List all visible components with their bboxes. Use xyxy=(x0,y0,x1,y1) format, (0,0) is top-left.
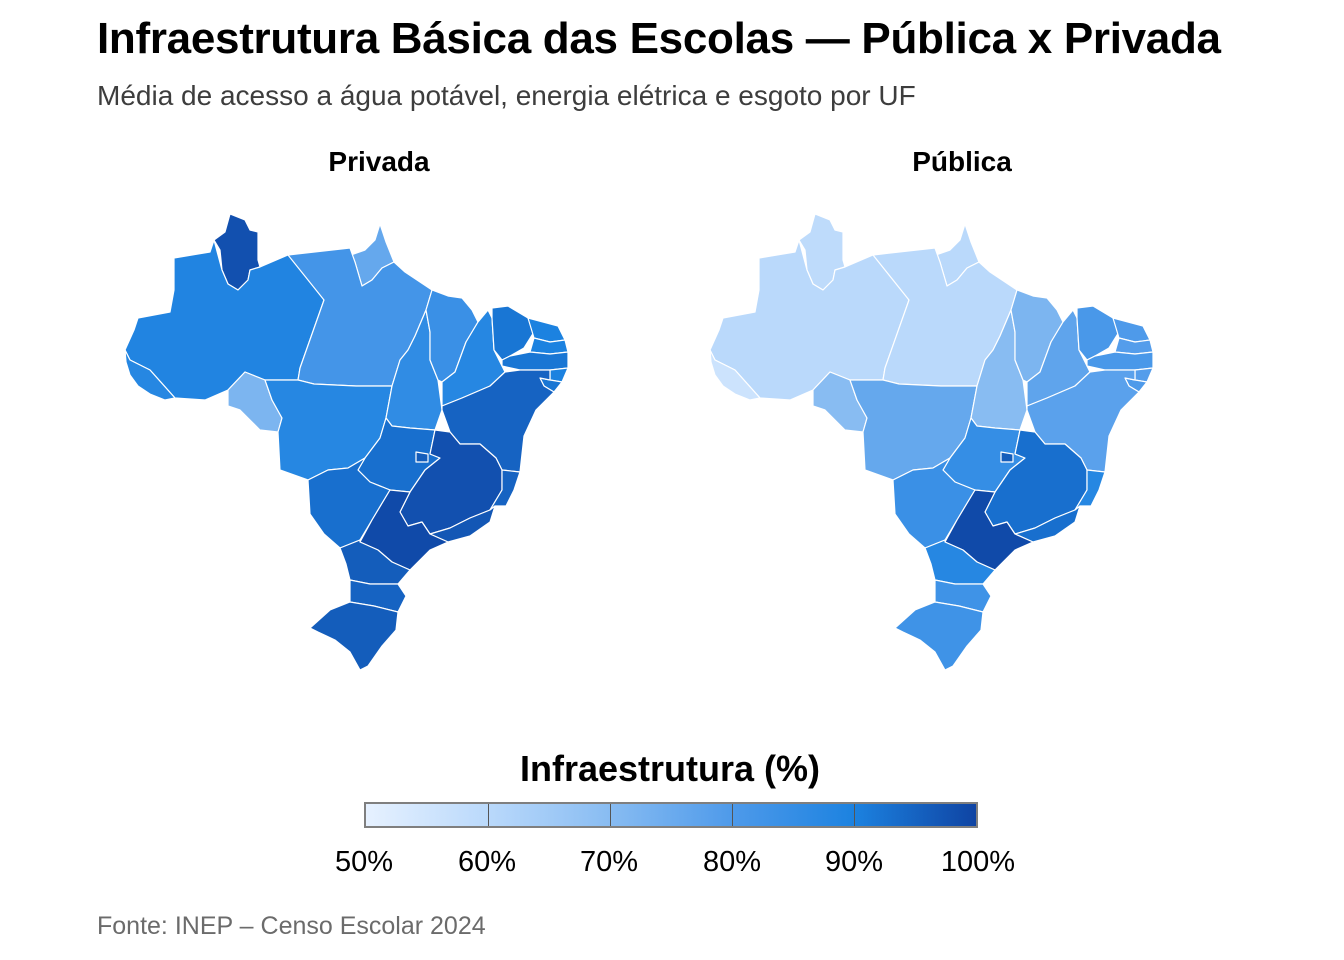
legend-label-100: 100% xyxy=(940,846,1016,878)
state-rs-privada xyxy=(309,601,399,671)
state-ac-privada xyxy=(124,349,176,401)
state-es-privada xyxy=(489,469,521,511)
map-publica xyxy=(709,213,1154,671)
state-rj-publica xyxy=(1014,505,1081,543)
legend-label-90: 90% xyxy=(824,846,884,878)
legend-tick-mark xyxy=(610,804,611,826)
facet-title-privada: Privada xyxy=(328,146,430,177)
state-df-privada xyxy=(415,451,429,463)
legend-label-50: 50% xyxy=(334,846,394,878)
legend-tick-mark xyxy=(488,804,489,826)
legend-label-60: 60% xyxy=(457,846,517,878)
chart-subtitle: Média de acesso a água potável, energia … xyxy=(97,80,916,111)
state-ac-publica xyxy=(709,349,761,401)
state-rs-publica xyxy=(894,601,984,671)
legend-tick-mark xyxy=(732,804,733,826)
legend-label-70: 70% xyxy=(579,846,639,878)
state-df-publica xyxy=(1000,451,1014,463)
state-pr-privada xyxy=(339,539,411,585)
map-privada xyxy=(124,213,569,671)
legend-title: Infraestrutura (%) xyxy=(519,748,821,789)
facet-title-publica: Pública xyxy=(912,146,1012,177)
state-es-publica xyxy=(1074,469,1106,511)
state-pr-publica xyxy=(924,539,996,585)
state-rj-privada xyxy=(429,505,496,543)
source-note: Fonte: INEP – Censo Escolar 2024 xyxy=(97,912,486,940)
legend-label-80: 80% xyxy=(702,846,762,878)
state-ce-publica xyxy=(1076,305,1120,361)
legend-colorbar xyxy=(364,802,978,828)
legend-tick-mark xyxy=(854,804,855,826)
state-ce-privada xyxy=(491,305,535,361)
chart-title: Infraestrutura Básica das Escolas — Públ… xyxy=(97,14,1221,63)
